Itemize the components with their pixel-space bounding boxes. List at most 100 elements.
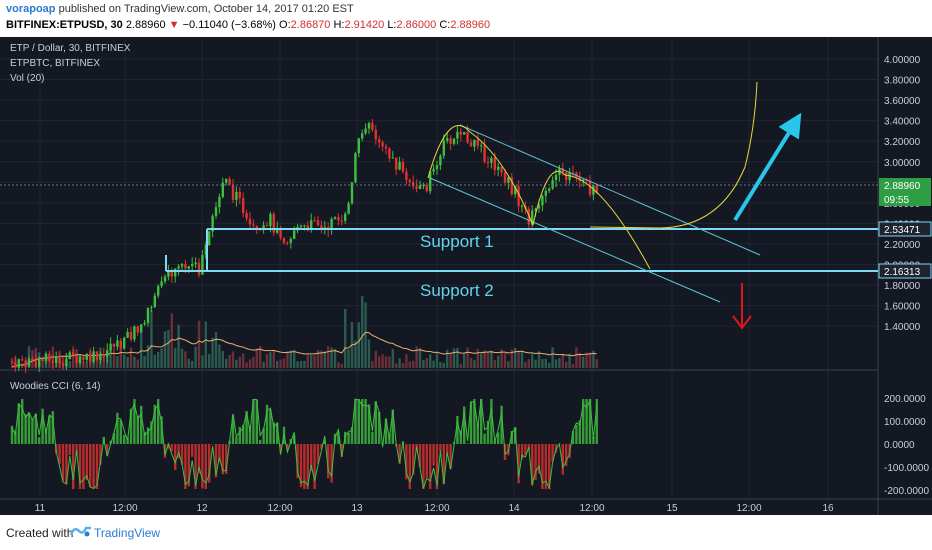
cci-bar <box>537 444 541 474</box>
volume-bar <box>459 363 462 368</box>
candle-body <box>571 172 575 174</box>
candle-body <box>184 264 187 269</box>
volume-bar <box>476 348 479 368</box>
legend-volume: Vol (20) <box>10 73 44 84</box>
volume-bar <box>123 354 126 368</box>
candle-body <box>24 360 27 367</box>
cci-bar <box>116 412 119 444</box>
candle-body <box>146 307 150 323</box>
chart-area[interactable]: Support 1 Support 2 ETP / Dollar, 30, BI… <box>0 37 932 515</box>
chart-svg[interactable]: Support 1 Support 2 ETP / Dollar, 30, BI… <box>0 37 932 515</box>
tradingview-brand-link[interactable]: TradingView <box>94 526 161 540</box>
volume-bar <box>327 346 330 368</box>
cci-bar <box>412 444 415 475</box>
candle-body <box>72 352 75 356</box>
ohlc-close: 2.88960 <box>450 19 491 31</box>
volume-bar <box>469 357 473 368</box>
volume-bar <box>408 361 411 368</box>
volume-bar <box>361 296 364 368</box>
cci-bar <box>17 403 20 444</box>
price-tick-label: 2.20000 <box>884 240 921 251</box>
candle-body <box>252 224 255 226</box>
candle-body <box>123 337 126 349</box>
cci-bar <box>310 444 313 472</box>
cci-bar <box>51 411 54 444</box>
candle-body <box>473 139 476 147</box>
candle-body <box>429 171 432 192</box>
volume-bar <box>449 353 452 368</box>
cci-bar <box>306 444 309 489</box>
volume-bar <box>588 352 592 368</box>
yellow-projection-curve[interactable] <box>427 125 651 270</box>
volume-bar <box>425 358 428 368</box>
volume-bar <box>575 347 578 368</box>
cci-bar <box>201 444 204 489</box>
candle-body <box>119 340 122 349</box>
volume-bar <box>405 354 408 368</box>
cci-tick-label: 100.0000 <box>884 417 926 428</box>
candle-body <box>38 358 41 367</box>
cci-bar <box>272 422 275 444</box>
channel-upper-line[interactable] <box>459 124 761 256</box>
candle-body <box>520 205 524 207</box>
up-arrow[interactable] <box>733 112 802 222</box>
cci-bar <box>72 444 75 489</box>
cci-bar <box>27 412 31 444</box>
cci-bar <box>180 444 184 465</box>
cci-bar <box>82 444 85 489</box>
volume-bar <box>401 363 405 368</box>
symbol-label: BITFINEX:ETPUSD, 30 <box>6 19 123 31</box>
yellow-rebound-curve[interactable] <box>589 81 758 229</box>
ohlc-low: 2.86000 <box>396 19 437 31</box>
cci-axis[interactable]: 200.0000 100.0000 0.0000 -100.0000 -200.0000 <box>884 394 929 497</box>
candle-body <box>276 228 279 233</box>
volume-bar <box>388 356 391 368</box>
time-tick-label: 15 <box>666 503 678 514</box>
volume-bar <box>500 349 503 368</box>
candle-body <box>116 340 119 347</box>
volume-bar <box>150 310 153 368</box>
candle-body <box>483 145 486 162</box>
cci-bar <box>299 444 303 488</box>
channel-lower-line[interactable] <box>429 177 721 303</box>
candle-body <box>374 129 377 140</box>
time-axis[interactable]: 11 12:00 12 12:00 13 12:00 14 12:00 15 12:00 16 <box>35 503 834 514</box>
created-with-label: Created with <box>6 526 74 540</box>
cci-bar <box>14 430 17 444</box>
volume-bar <box>109 346 112 368</box>
candle-body <box>435 165 439 170</box>
cci-bar <box>408 444 411 489</box>
candle-body <box>534 208 537 211</box>
ohlc-open-label: O: <box>279 19 291 31</box>
candle-body <box>65 359 68 366</box>
candle-body <box>378 139 381 143</box>
candle-body <box>517 186 520 207</box>
cci-bar <box>432 444 435 466</box>
cci-bar <box>38 437 41 444</box>
cci-bar <box>493 440 496 444</box>
cci-bar <box>208 444 211 483</box>
candle-body <box>99 354 102 360</box>
candle-body <box>180 264 184 267</box>
candle-body <box>126 331 129 338</box>
candle-body <box>157 286 160 296</box>
price-tag-label: 2.88960 <box>884 181 921 192</box>
volume-bar <box>544 358 547 368</box>
volume-bar <box>265 353 269 368</box>
cci-bar <box>119 419 122 444</box>
cci-bar <box>544 444 547 489</box>
cci-bar <box>99 444 102 466</box>
author-link[interactable]: vorapoap <box>6 3 56 15</box>
volume-bar <box>330 347 333 368</box>
cci-bar <box>303 444 306 489</box>
candle-body <box>561 168 564 173</box>
volume-bar <box>344 308 347 368</box>
volume-bar <box>248 359 252 368</box>
cci-bar <box>10 425 14 444</box>
candle-body <box>248 218 252 225</box>
cci-bar <box>276 422 279 444</box>
grid <box>0 37 878 499</box>
cci-bar <box>211 444 214 445</box>
cci-bar <box>65 444 68 485</box>
candle-body <box>425 185 428 192</box>
